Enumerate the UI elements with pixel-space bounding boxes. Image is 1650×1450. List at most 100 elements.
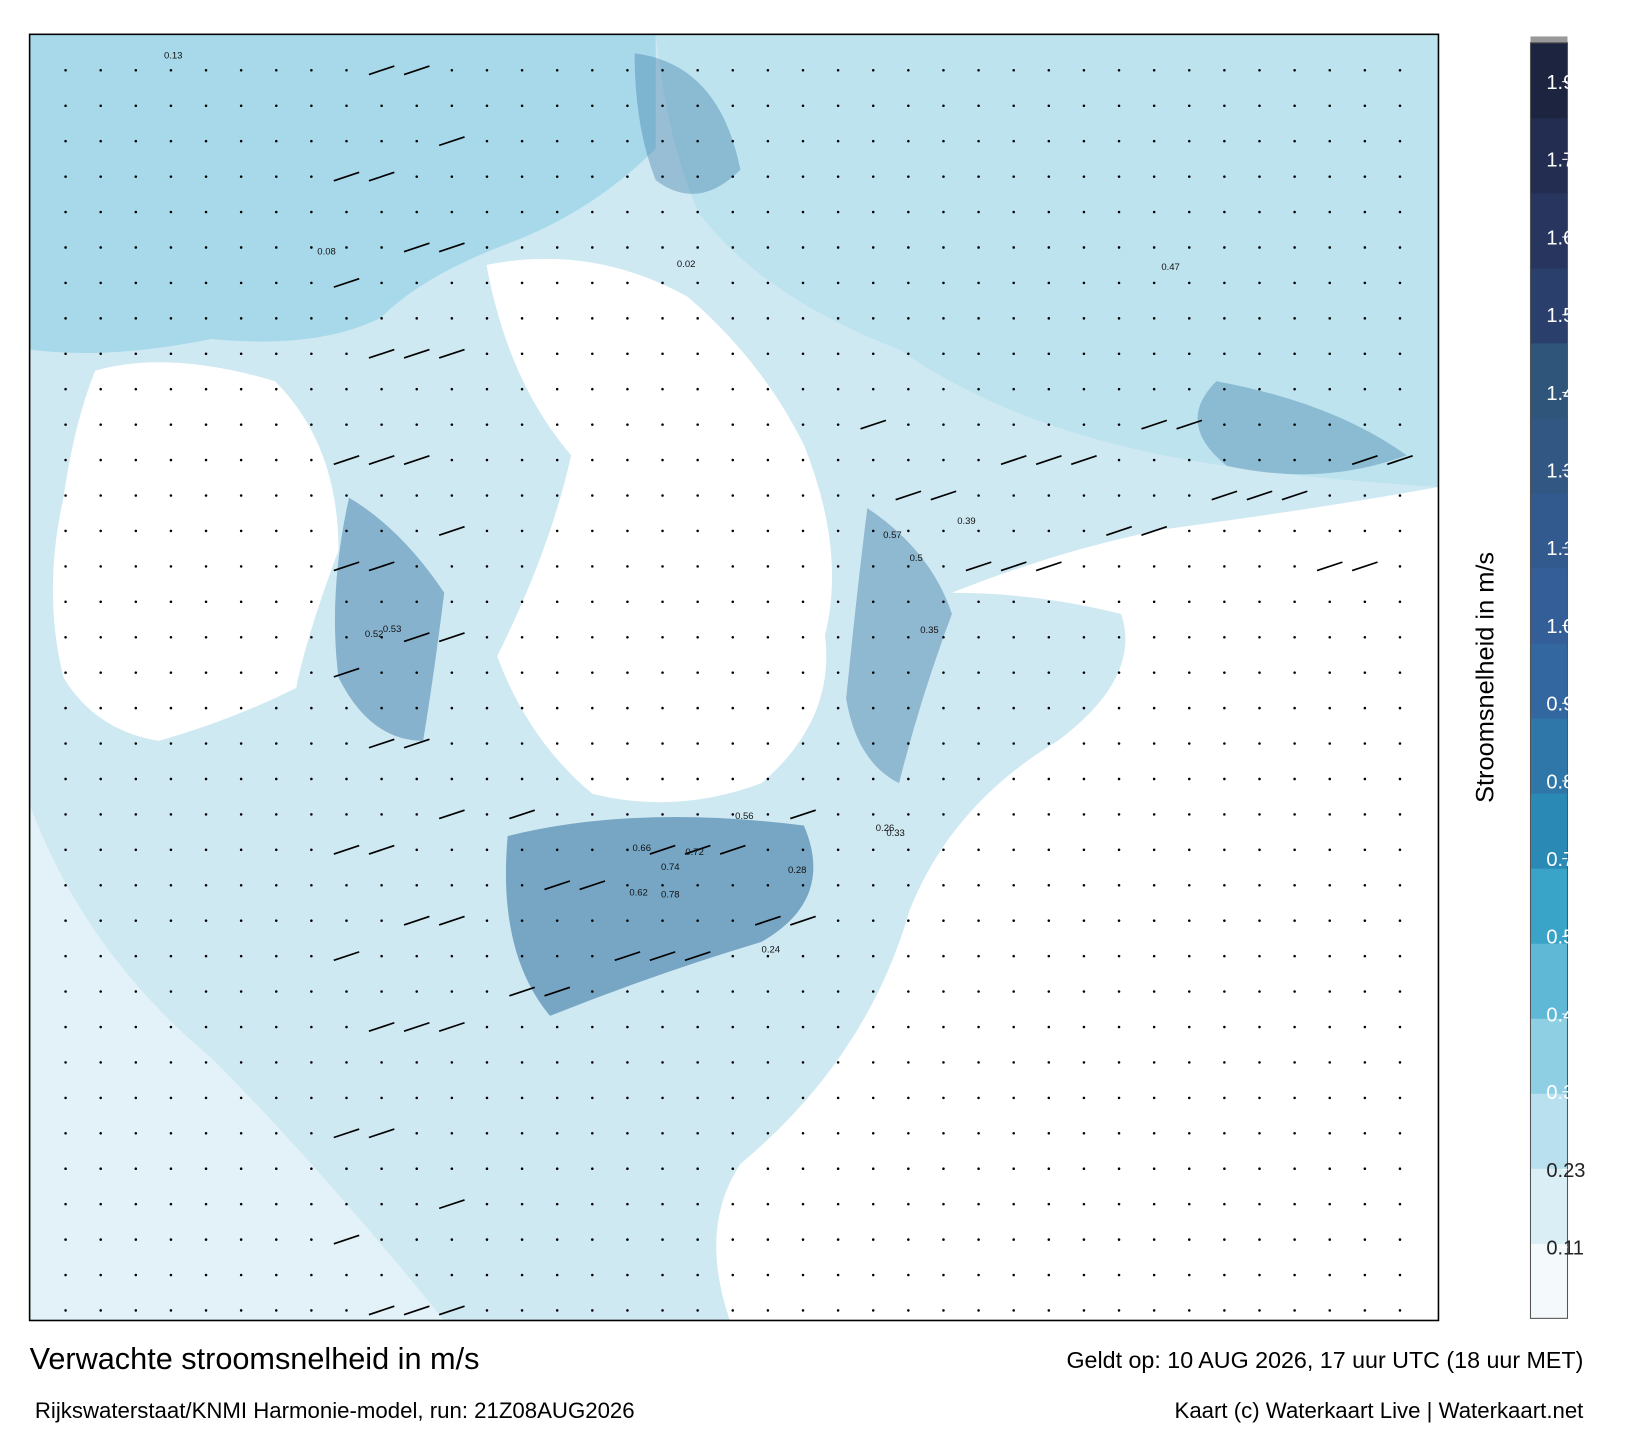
grid-dot: [801, 706, 805, 710]
grid-dot: [275, 69, 278, 72]
grid-dot: [555, 175, 559, 178]
grid-dot: [555, 1202, 559, 1206]
grid-dot: [485, 1132, 489, 1135]
grid-dot: [1223, 139, 1226, 143]
grid-dot: [1258, 281, 1261, 285]
grid-dot: [64, 1061, 67, 1064]
grid-dot: [907, 423, 910, 426]
grid-dot: [169, 777, 173, 781]
grid-dot: [977, 1309, 980, 1312]
grid-dot: [907, 1273, 910, 1277]
grid-dot: [696, 529, 699, 533]
grid-dot: [310, 494, 313, 497]
grid-dot: [64, 671, 67, 674]
grid-dot: [520, 175, 524, 178]
grid-dot: [1328, 1309, 1331, 1312]
grid-dot: [555, 1309, 559, 1312]
current-arrow: [965, 561, 992, 572]
grid-dot: [275, 1202, 278, 1206]
grid-dot: [1082, 1167, 1086, 1170]
grid-dot: [661, 387, 664, 391]
grid-dot: [1082, 1061, 1086, 1064]
grid-dot: [1223, 742, 1226, 745]
grid-dot: [942, 1096, 945, 1100]
grid-dot: [275, 1273, 278, 1277]
grid-dot: [766, 777, 770, 781]
grid-dot: [345, 706, 348, 710]
title: Verwachte stroomsnelheid in m/s: [30, 1342, 480, 1376]
grid-dot: [696, 1061, 699, 1064]
grid-dot: [485, 565, 489, 568]
grid-dot: [1012, 954, 1015, 958]
grid-dot: [1328, 990, 1331, 993]
grid-dot: [1293, 210, 1296, 214]
grid-dot: [836, 1096, 840, 1100]
grid-dot: [1117, 317, 1121, 320]
colorbar-band: [1530, 417, 1568, 494]
grid-dot: [1152, 777, 1156, 781]
grid-dot: [1398, 494, 1402, 497]
grid-dot: [1258, 1273, 1261, 1277]
grid-dot: [450, 423, 454, 426]
grid-dot: [1398, 1061, 1402, 1064]
grid-dot: [766, 635, 770, 639]
grid-dot: [696, 139, 699, 143]
grid-dot: [64, 139, 67, 143]
grid-dot: [1328, 600, 1331, 604]
grid-dot: [907, 600, 910, 604]
grid-dot: [591, 281, 594, 285]
grid-dot: [415, 104, 418, 107]
grid-dot: [696, 246, 699, 249]
grid-dot: [485, 352, 489, 356]
grid-dot: [1082, 139, 1086, 143]
grid-dot: [801, 494, 805, 497]
colorbar-tick-label: 0.23: [1546, 1160, 1585, 1182]
grid-dot: [380, 529, 383, 533]
grid-dot: [661, 281, 664, 285]
grid-dot: [836, 1025, 840, 1029]
grid-dot: [1398, 281, 1402, 285]
grid-dot: [555, 210, 559, 214]
grid-dot: [310, 281, 313, 285]
grid-dot: [1152, 565, 1156, 568]
grid-dot: [1328, 458, 1331, 462]
current-arrow: [368, 171, 395, 182]
grid-dot: [64, 848, 67, 852]
current-arrow: [403, 455, 430, 466]
grid-dot: [204, 1061, 208, 1064]
grid-dot: [1223, 69, 1226, 72]
grid-dot: [555, 848, 559, 852]
grid-dot: [239, 494, 243, 497]
grid-dot: [871, 1273, 875, 1277]
grid-dot: [766, 423, 770, 426]
grid-dot: [310, 1167, 313, 1170]
grid-dot: [801, 423, 805, 426]
map: 0.74 0.78 0.66 0.72 0.56 0.62 0.57 0.5 0.530.52 0…: [29, 34, 1439, 1321]
grid-dot: [942, 635, 945, 639]
grid-dot: [907, 848, 910, 852]
grid-dot: [204, 1238, 208, 1241]
grid-dot: [731, 883, 735, 887]
grid-dot: [345, 813, 348, 816]
grid-dot: [1398, 1273, 1402, 1277]
grid-dot: [450, 317, 454, 320]
grid-dot: [871, 246, 875, 249]
grid-dot: [1328, 742, 1331, 745]
grid-dot: [415, 671, 418, 674]
speed-label: 0.24: [762, 944, 781, 955]
grid-dot: [1258, 458, 1261, 462]
grid-dot: [1047, 1238, 1051, 1241]
grid-dot: [1293, 139, 1296, 143]
grid-dot: [907, 1167, 910, 1170]
current-arrow: [438, 136, 465, 147]
grid-dot: [1293, 813, 1296, 816]
colorbar-tick-label: 0.47: [1546, 1004, 1585, 1026]
colorbar-band: [1530, 943, 1568, 1019]
grid-dot: [64, 175, 67, 178]
grid-dot: [1328, 1132, 1331, 1135]
grid-dot: [310, 352, 313, 356]
grid-dot: [977, 1238, 980, 1241]
grid-dot: [134, 1132, 138, 1135]
grid-dot: [801, 281, 805, 285]
grid-dot: [591, 246, 594, 249]
